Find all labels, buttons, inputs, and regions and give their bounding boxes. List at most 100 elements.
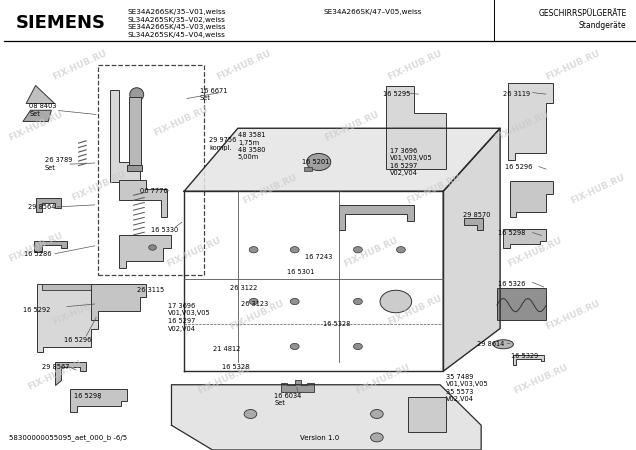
Polygon shape xyxy=(172,385,481,450)
Text: 16 5328: 16 5328 xyxy=(323,321,350,327)
Text: FIX-HUB.RU: FIX-HUB.RU xyxy=(323,109,380,143)
Text: GESCHIRRSPÜLGERÄTE
Standgeräte: GESCHIRRSPÜLGERÄTE Standgeräte xyxy=(538,9,626,30)
Text: FIX-HUB.RU: FIX-HUB.RU xyxy=(165,235,222,269)
Text: 16 6671
Set: 16 6671 Set xyxy=(200,88,227,101)
Text: 48 3581
1,75m
48 3580
5,00m: 48 3581 1,75m 48 3580 5,00m xyxy=(238,132,265,161)
Text: 26 3115: 26 3115 xyxy=(137,287,164,293)
Text: 16 7243: 16 7243 xyxy=(305,254,332,261)
Ellipse shape xyxy=(493,340,513,349)
Text: 29 8570: 29 8570 xyxy=(463,212,490,218)
Circle shape xyxy=(371,433,384,442)
Circle shape xyxy=(290,298,299,305)
Text: FIX-HUB.RU: FIX-HUB.RU xyxy=(152,105,210,138)
Text: 16 5201: 16 5201 xyxy=(302,159,329,165)
Text: FIX-HUB.RU: FIX-HUB.RU xyxy=(26,359,83,392)
Text: 16 5330: 16 5330 xyxy=(151,226,178,233)
Bar xyxy=(304,166,312,171)
Circle shape xyxy=(244,410,257,418)
Text: SE34A266SK/35–V01,weiss
SL34A265SK/35–V02,weiss
SE34A266SK/45–V03,weiss
SL34A265: SE34A266SK/35–V01,weiss SL34A265SK/35–V0… xyxy=(127,9,226,38)
Circle shape xyxy=(354,247,363,253)
Text: 16 5301: 16 5301 xyxy=(287,269,314,275)
Text: SE34A266SK/47–V05,weiss: SE34A266SK/47–V05,weiss xyxy=(323,9,422,15)
Text: 16 5326: 16 5326 xyxy=(498,280,525,287)
Circle shape xyxy=(396,247,405,253)
Polygon shape xyxy=(503,229,546,248)
Text: 29 9756
kompl.: 29 9756 kompl. xyxy=(209,137,237,151)
Polygon shape xyxy=(408,397,446,432)
Text: FIX-HUB.RU: FIX-HUB.RU xyxy=(241,172,298,206)
Text: 29 8614: 29 8614 xyxy=(477,341,504,347)
Bar xyxy=(127,165,142,171)
Circle shape xyxy=(371,410,384,418)
Text: FIX-HUB.RU: FIX-HUB.RU xyxy=(70,170,127,203)
Polygon shape xyxy=(119,235,172,268)
Circle shape xyxy=(249,247,258,253)
Text: 16 6034
Set: 16 6034 Set xyxy=(275,393,302,406)
Ellipse shape xyxy=(130,88,144,101)
Text: 26 3789
Set: 26 3789 Set xyxy=(45,158,73,171)
Text: Version 1.0: Version 1.0 xyxy=(300,435,340,441)
Text: 17 3696
V01,V03,V05
16 5297
V02,V04: 17 3696 V01,V03,V05 16 5297 V02,V04 xyxy=(389,148,432,176)
Polygon shape xyxy=(509,181,553,217)
Polygon shape xyxy=(26,86,55,104)
Text: FIX-HUB.RU: FIX-HUB.RU xyxy=(506,235,563,269)
Polygon shape xyxy=(184,128,500,191)
Text: FIX-HUB.RU: FIX-HUB.RU xyxy=(494,109,551,143)
Text: 08 8403
Set: 08 8403 Set xyxy=(29,104,57,117)
Text: 29 8564: 29 8564 xyxy=(28,204,55,210)
Text: FIX-HUB.RU: FIX-HUB.RU xyxy=(544,298,602,332)
Polygon shape xyxy=(119,180,167,217)
Text: FIX-HUB.RU: FIX-HUB.RU xyxy=(405,172,462,206)
Text: 26 3122: 26 3122 xyxy=(230,285,258,291)
Text: FIX-HUB.RU: FIX-HUB.RU xyxy=(51,294,109,327)
Text: 16 5296: 16 5296 xyxy=(64,337,92,343)
Text: 58300000055095_aet_000_b -6/5: 58300000055095_aet_000_b -6/5 xyxy=(9,434,127,441)
Circle shape xyxy=(290,247,299,253)
Text: 35 7489
V01,V03,V05
35 5573
V02,V04: 35 7489 V01,V03,V05 35 5573 V02,V04 xyxy=(446,374,489,402)
Polygon shape xyxy=(37,284,97,352)
Polygon shape xyxy=(339,205,413,230)
Circle shape xyxy=(354,343,363,350)
Text: SIEMENS: SIEMENS xyxy=(15,14,106,32)
Polygon shape xyxy=(508,83,553,160)
Text: 17 3696
V01,V03,V05
16 5297
V02,V04: 17 3696 V01,V03,V05 16 5297 V02,V04 xyxy=(169,303,211,332)
Text: 21 4812: 21 4812 xyxy=(212,346,240,352)
Polygon shape xyxy=(497,288,546,320)
Text: FIX-HUB.RU: FIX-HUB.RU xyxy=(569,172,626,206)
Text: FIX-HUB.RU: FIX-HUB.RU xyxy=(7,109,64,143)
Text: 16 5328: 16 5328 xyxy=(222,364,249,370)
Text: 16 5295: 16 5295 xyxy=(384,91,411,98)
Polygon shape xyxy=(513,355,544,365)
Bar xyxy=(97,65,204,274)
Text: 06 7776: 06 7776 xyxy=(140,188,167,194)
Polygon shape xyxy=(464,218,483,230)
Polygon shape xyxy=(443,128,500,371)
Text: 29 8567: 29 8567 xyxy=(42,364,69,370)
Polygon shape xyxy=(23,110,52,122)
Text: FIX-HUB.RU: FIX-HUB.RU xyxy=(216,49,273,82)
Text: FIX-HUB.RU: FIX-HUB.RU xyxy=(386,294,443,327)
Text: FIX-HUB.RU: FIX-HUB.RU xyxy=(7,231,64,264)
Circle shape xyxy=(396,298,405,305)
Text: FIX-HUB.RU: FIX-HUB.RU xyxy=(228,298,286,332)
Text: FIX-HUB.RU: FIX-HUB.RU xyxy=(513,362,570,396)
Circle shape xyxy=(354,298,363,305)
Polygon shape xyxy=(36,198,61,212)
Circle shape xyxy=(290,343,299,350)
Polygon shape xyxy=(42,284,102,290)
Text: FIX-HUB.RU: FIX-HUB.RU xyxy=(51,49,109,82)
Text: FIX-HUB.RU: FIX-HUB.RU xyxy=(544,49,602,82)
Polygon shape xyxy=(71,389,127,412)
Text: FIX-HUB.RU: FIX-HUB.RU xyxy=(342,235,399,269)
Text: 16 5298: 16 5298 xyxy=(498,230,525,236)
Text: 16 5298: 16 5298 xyxy=(74,393,101,399)
Polygon shape xyxy=(281,380,314,392)
Circle shape xyxy=(380,290,411,313)
Bar xyxy=(129,97,141,166)
Polygon shape xyxy=(34,241,67,252)
Text: 26 3123: 26 3123 xyxy=(241,301,268,307)
Circle shape xyxy=(249,298,258,305)
Polygon shape xyxy=(55,362,86,385)
Circle shape xyxy=(149,245,156,250)
Polygon shape xyxy=(110,90,140,182)
